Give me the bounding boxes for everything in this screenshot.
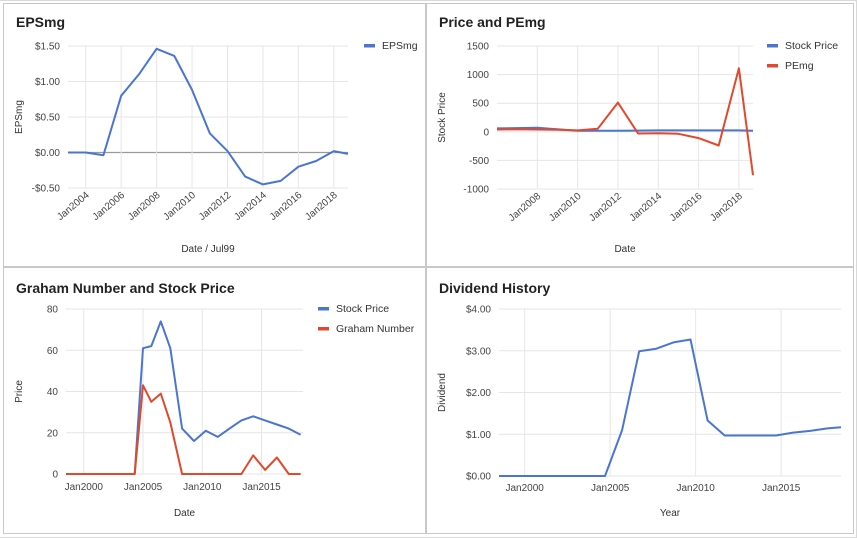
y-tick-label: $0.00 (35, 148, 60, 159)
legend-label: Stock Price (785, 40, 838, 52)
x-tick-label: Jan2008 (126, 190, 163, 223)
y-tick-label: $4.00 (466, 305, 491, 316)
y-axis-label: Dividend (437, 373, 448, 412)
x-tick-label: Jan2010 (162, 190, 199, 223)
y-axis-label: Price (14, 380, 25, 403)
y-tick-label: $1.00 (35, 77, 60, 88)
legend-label: Graham Number (336, 323, 415, 335)
legend-label: EPSmg (382, 40, 418, 52)
x-tick-label: Jan2012 (197, 190, 234, 223)
x-axis-label: Year (660, 508, 681, 519)
chart-title: Dividend History (439, 280, 550, 296)
y-tick-label: 20 (47, 428, 59, 439)
y-axis-label: Stock Price (437, 92, 448, 143)
x-tick-label: Jan2016 (268, 190, 305, 223)
x-tick-label: Jan2018 (708, 191, 745, 224)
y-tick-label: 1500 (467, 42, 490, 53)
x-tick-label: Jan2010 (676, 483, 715, 494)
pemg-series-line (496, 67, 754, 176)
graham-chart: Graham Number and Stock Price 0 20 40 60 80 Ja… (14, 280, 415, 519)
y-tick-label: $1.50 (35, 42, 60, 53)
legend-swatch (767, 64, 778, 68)
y-tick-label: 60 (47, 346, 59, 357)
x-tick-label: Jan2018 (303, 190, 340, 223)
x-tick-label: Jan2014 (232, 190, 269, 223)
legend-swatch (318, 327, 329, 331)
x-tick-label: Jan2010 (183, 482, 222, 493)
y-tick-label: $2.00 (466, 388, 491, 399)
y-tick-label: $3.00 (466, 346, 491, 357)
y-tick-label: $0.50 (35, 113, 60, 124)
stock-price-series-line (496, 126, 754, 132)
graham-chart-panel: Graham Number and Stock Price 0 20 40 60 80 Ja… (3, 267, 426, 534)
y-tick-label: $0.00 (466, 472, 491, 483)
y-tick-label: 0 (483, 127, 489, 138)
y-tick-label: -1000 (463, 185, 489, 196)
x-tick-label: Jan2006 (91, 190, 128, 223)
legend-swatch (767, 44, 778, 48)
y-axis-label: EPSmg (14, 100, 25, 134)
chart-title: Price and PEmg (439, 14, 546, 30)
price-pe-chart: Price and PEmg -1000 -500 0 500 1000 1500 Jan20… (437, 14, 838, 255)
dividend-chart: Dividend History $0.00 $1.00 $2.00 $3.00 $4.0… (437, 280, 842, 519)
graham-number-series-line (66, 384, 301, 475)
legend-label: PEmg (785, 60, 814, 72)
x-tick-label: Jan2005 (591, 483, 630, 494)
dividend-chart-panel: Dividend History $0.00 $1.00 $2.00 $3.00 $4.0… (426, 267, 854, 534)
x-tick-label: Jan2016 (668, 191, 705, 224)
x-tick-label: Jan2000 (505, 483, 544, 494)
x-axis-label: Date (174, 508, 196, 519)
y-tick-label: 500 (472, 99, 489, 110)
eps-chart-panel: EPSmg -$0.50 $0.00 $0.50 $1.00 $1.50 Jan2004 Ja… (3, 3, 426, 267)
price-pe-chart-panel: Price and PEmg -1000 -500 0 500 1000 1500 Jan20… (426, 3, 854, 267)
y-tick-label: 80 (47, 305, 59, 316)
eps-chart: EPSmg-$0.50$0.00$0.50$1.00$1.50Jan2004Ja… (14, 14, 418, 255)
x-axis-label: Date (614, 244, 636, 255)
x-tick-label: Jan2015 (242, 482, 281, 493)
epsmg-series-line (68, 47, 349, 186)
x-tick-label: Jan2014 (628, 191, 665, 224)
x-tick-label: Jan2000 (65, 482, 104, 493)
x-tick-label: Jan2010 (547, 191, 584, 224)
x-tick-label: Jan2005 (124, 482, 163, 493)
x-tick-label: Jan2015 (762, 483, 801, 494)
y-tick-label: 40 (47, 387, 59, 398)
chart-title: EPSmg (16, 14, 65, 30)
x-tick-label: Jan2008 (507, 191, 544, 224)
y-tick-label: 1000 (467, 70, 490, 81)
x-tick-label: Jan2012 (587, 191, 624, 224)
chart-title: Graham Number and Stock Price (16, 280, 235, 296)
x-axis-label: Date / Jul99 (181, 244, 235, 255)
y-tick-label: 0 (52, 470, 58, 481)
y-tick-label: $1.00 (466, 430, 491, 441)
x-tick-label: Jan2004 (55, 190, 92, 223)
legend-label: Stock Price (336, 303, 389, 315)
y-tick-label: -500 (469, 156, 489, 167)
legend-swatch (364, 44, 375, 48)
legend-swatch (318, 307, 329, 311)
dividend-series-line (499, 338, 842, 477)
stock-price-series-line (133, 320, 302, 475)
y-tick-label: -$0.50 (32, 184, 61, 195)
